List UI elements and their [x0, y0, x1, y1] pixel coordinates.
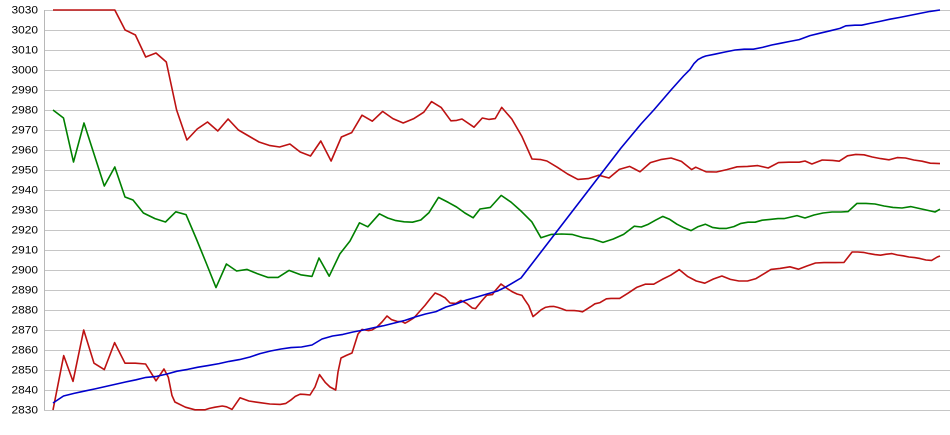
svg-text:3020: 3020 [12, 25, 39, 37]
svg-text:2860: 2860 [12, 345, 39, 357]
svg-text:2900: 2900 [12, 265, 39, 277]
svg-text:2920: 2920 [12, 225, 39, 237]
svg-text:2890: 2890 [12, 285, 39, 297]
svg-text:2950: 2950 [12, 165, 39, 177]
svg-text:2840: 2840 [12, 385, 39, 397]
svg-text:3000: 3000 [12, 65, 39, 77]
svg-text:2930: 2930 [12, 205, 39, 217]
svg-text:2830: 2830 [12, 405, 39, 417]
svg-text:2960: 2960 [12, 145, 39, 157]
svg-text:2910: 2910 [12, 245, 39, 257]
svg-text:3010: 3010 [12, 45, 39, 57]
svg-text:3030: 3030 [12, 5, 39, 17]
svg-text:2880: 2880 [12, 305, 39, 317]
svg-text:2940: 2940 [12, 185, 39, 197]
svg-text:2970: 2970 [12, 125, 39, 137]
svg-text:2990: 2990 [12, 85, 39, 97]
svg-text:2870: 2870 [12, 325, 39, 337]
svg-text:2980: 2980 [12, 105, 39, 117]
svg-text:2850: 2850 [12, 365, 39, 377]
